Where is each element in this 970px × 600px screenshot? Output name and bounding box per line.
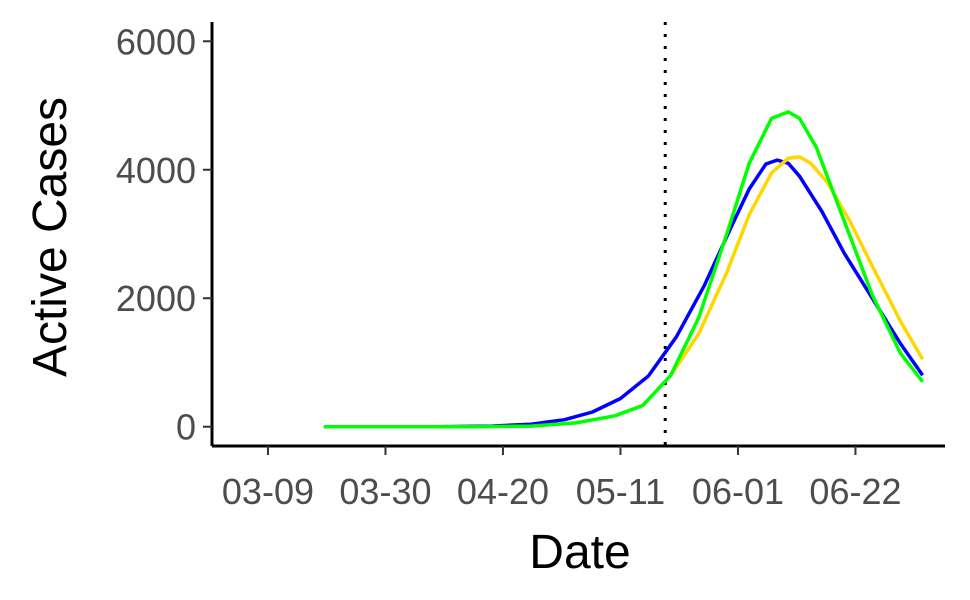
series-line-1	[323, 158, 925, 429]
x-tick-label: 03-09	[222, 471, 314, 512]
y-tick-label: 2000	[116, 278, 196, 319]
y-tick-label: 6000	[116, 21, 196, 62]
series-line-2	[669, 155, 925, 377]
x-tick-label: 03-30	[339, 471, 431, 512]
x-tick-label: 05-11	[576, 471, 665, 512]
x-axis-title: Date	[529, 526, 630, 579]
y-axis-title: Active Cases	[24, 97, 77, 377]
x-tick-label: 04-20	[457, 471, 549, 512]
y-tick-label: 4000	[116, 150, 196, 191]
x-tick-label: 06-01	[692, 471, 784, 512]
series-line-3	[323, 110, 924, 429]
x-axis-ticks: 03-09 03-30 04-20 05-11 06-01 06-22	[222, 446, 902, 512]
y-tick-label: 0	[176, 407, 196, 448]
plot-lines	[323, 22, 925, 446]
x-tick-label: 06-22	[809, 471, 901, 512]
y-axis-ticks: 0 2000 4000 6000	[116, 21, 212, 448]
